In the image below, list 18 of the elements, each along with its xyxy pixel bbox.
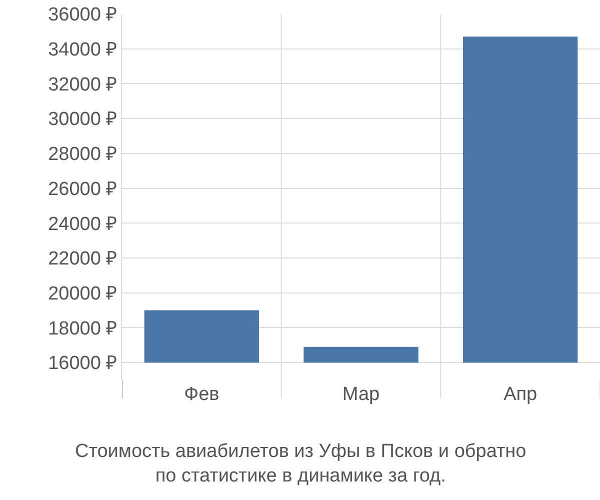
y-tick-label: 26000 ₽ [48,178,118,200]
y-tick-label: 20000 ₽ [48,284,118,305]
text: Стоимость авиабилетов из Уфы в Псков и обратно по статистике в динамике за год. [75,441,526,487]
y-tick-label: 18000 ₽ [48,318,118,340]
y-tick-label: 16000 ₽ [48,353,118,374]
y-tick-label: 28000 ₽ [48,144,118,166]
x-tick-label: Апр [504,384,538,405]
y-tick-label: 36000 ₽ [48,4,118,26]
y-tick-label: 34000 ₽ [48,40,118,61]
y-tick-label: 32000 ₽ [48,74,118,96]
bar [462,36,578,363]
y-tick-label: 30000 ₽ [48,109,118,130]
y-tick-label: 22000 ₽ [48,248,118,270]
bar [304,346,418,363]
bar [144,310,260,363]
x-tick-label: Мар [342,384,380,405]
x-tick-label: Фев [184,384,220,405]
y-tick-label: 24000 ₽ [48,214,118,235]
